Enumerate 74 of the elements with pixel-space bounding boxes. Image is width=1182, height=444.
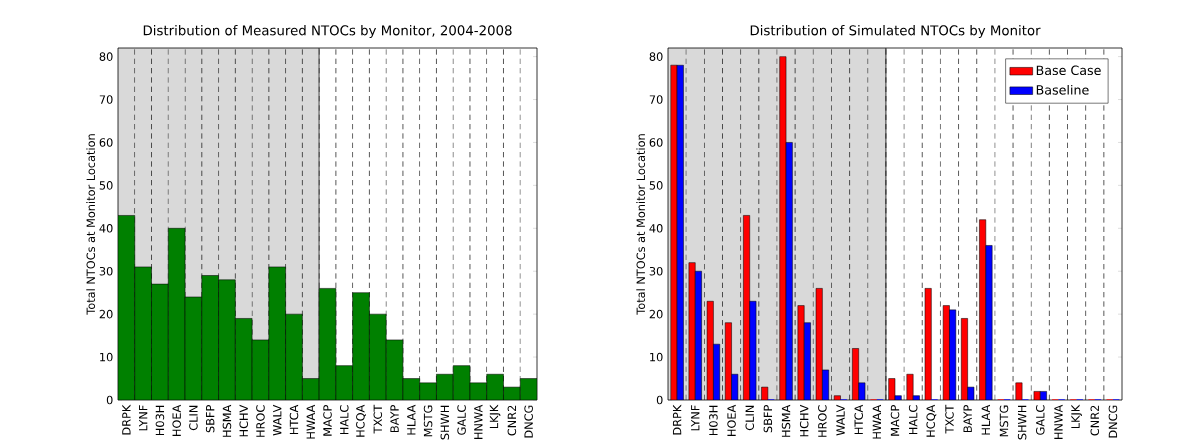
x-tick-label: HCHV [799, 404, 809, 437]
x-tick-label: HNWA [1054, 404, 1063, 439]
y-tick-label: 50 [649, 181, 663, 190]
y-tick-label: 80 [649, 52, 663, 61]
x-tick-label: GALC [457, 405, 466, 435]
y-tick-label: 50 [99, 181, 113, 190]
y-tick-label: 40 [99, 224, 113, 233]
y-tick-label: 30 [649, 266, 663, 276]
x-tick-label: HNWA [474, 404, 483, 439]
y-tick-label: 60 [649, 138, 663, 147]
y-tick-label: 0 [106, 395, 113, 405]
x-tick-label: HALC [339, 405, 349, 435]
legend-label: Base Case [1036, 65, 1101, 76]
chart-title: Distribution of Simulated NTOCs by Monitor [750, 25, 1041, 38]
x-tick-label: MSTG [999, 405, 1009, 437]
y-tick-label: 40 [649, 224, 663, 233]
y-tick-label: 80 [99, 52, 113, 61]
x-tick-label: H03H [709, 405, 718, 436]
x-tick-label: SBFP [205, 405, 215, 433]
y-tick-label: 10 [650, 352, 663, 362]
x-tick-label: HSMA [781, 404, 791, 437]
x-tick-label: GALC [1036, 405, 1045, 435]
x-tick-label: DRPK [122, 404, 131, 435]
x-tick-label: HWAA [306, 404, 315, 439]
x-tick-label: HLAA [981, 404, 990, 435]
x-tick-label: HCHV [239, 404, 248, 437]
x-tick-label: HROC [818, 405, 827, 437]
x-tick-label: WALV [836, 404, 845, 436]
legend-label: Baseline [1036, 84, 1089, 95]
x-tick-label: HCQA [926, 404, 937, 437]
x-tick-label: SBFP [763, 405, 773, 433]
y-tick-label: 70 [649, 95, 663, 104]
x-tick-label: LKJK [1071, 404, 1082, 429]
x-tick-label: CNR2 [1090, 405, 1100, 436]
x-tick-label: LYNF [139, 405, 148, 431]
y-axis-title: Total NTOCs at Monitor Location [636, 134, 646, 315]
x-tick-label: MACP [890, 405, 900, 436]
x-tick-label: DRPK [672, 404, 682, 435]
y-axis-title: Total NTOCs at Monitor Location [86, 134, 96, 315]
x-tick-label: LYNF [691, 405, 700, 431]
y-tick-label: 60 [99, 138, 113, 147]
y-tick-label: 20 [649, 309, 663, 319]
x-tick-label: H03H [155, 405, 165, 436]
x-tick-label: HSMA [222, 404, 232, 437]
x-tick-label: TXCT [945, 404, 954, 434]
x-tick-label: MSTG [423, 405, 433, 437]
chart-title: Distribution of Measured NTOCs by Monitor, 2004-2008 [143, 25, 512, 38]
x-tick-label: BAYP [390, 405, 399, 433]
x-tick-label: HWAA [872, 404, 881, 439]
x-tick-label: SHWH [440, 405, 450, 440]
x-tick-label: TXCT [373, 404, 383, 434]
y-tick-label: 20 [99, 309, 113, 319]
x-tick-label: WALV [273, 404, 282, 436]
x-tick-label: HLAA [407, 404, 416, 435]
x-tick-label: HTCA [854, 404, 863, 435]
x-tick-label: DNCG [524, 405, 533, 438]
y-tick-label: 0 [656, 395, 663, 405]
y-tick-label: 30 [99, 266, 113, 276]
x-tick-label: HALC [908, 405, 918, 435]
x-tick-label: DNCG [1108, 405, 1118, 438]
x-tick-label: HTCA [289, 404, 299, 435]
y-tick-label: 10 [100, 352, 113, 362]
x-tick-label: HCQA [356, 404, 366, 437]
x-tick-label: HOEA [727, 404, 736, 436]
x-tick-label: CLIN [745, 405, 755, 431]
x-tick-label: LKJK [489, 404, 501, 429]
x-tick-label: CNR2 [507, 405, 517, 436]
y-tick-label: 70 [99, 95, 113, 104]
x-tick-label: MACP [323, 405, 332, 436]
x-tick-label: HOEA [172, 404, 181, 436]
x-tick-label: BAYP [963, 405, 972, 433]
x-tick-label: CLIN [189, 405, 198, 431]
x-tick-label: SHWH [1017, 405, 1027, 440]
x-tick-label: HROC [256, 405, 265, 437]
